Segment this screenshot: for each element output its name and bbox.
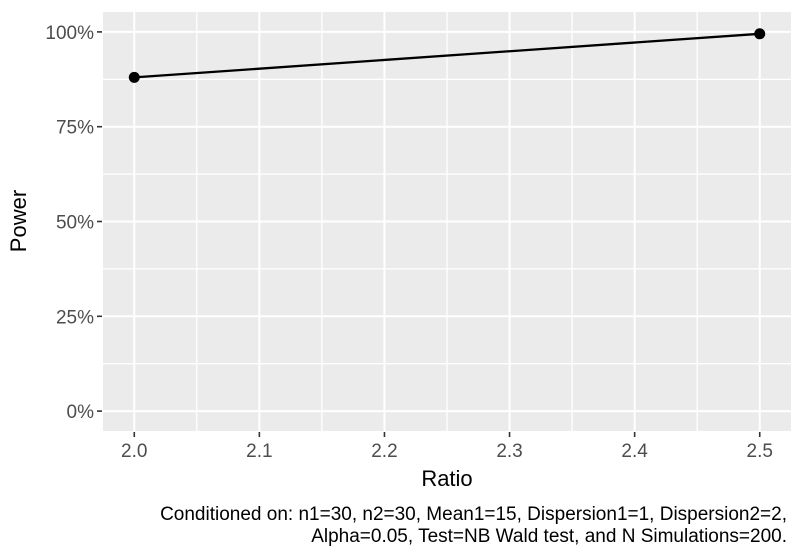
data-point [128,71,140,83]
y-tick-label: 75% [56,118,94,139]
caption-line-1: Conditioned on: n1=30, n2=30, Mean1=15, … [160,504,787,525]
x-tick-label: 2.1 [246,441,272,462]
x-tick-label: 2.0 [121,441,147,462]
chart-caption: Conditioned on: n1=30, n2=30, Mean1=15, … [160,504,787,548]
y-tick-label: 0% [67,402,95,423]
y-tick-label: 100% [45,23,94,44]
x-tick-label: 2.3 [496,441,522,462]
x-tick-label: 2.2 [371,441,397,462]
caption-line-2: Alpha=0.05, Test=NB Wald test, and N Sim… [311,526,787,547]
y-tick-label: 25% [56,307,94,328]
x-tick-label: 2.5 [747,441,773,462]
data-line [134,32,760,79]
x-tick-label: 2.4 [621,441,648,462]
y-axis-title: Power [6,189,31,253]
data-point [754,28,766,40]
y-tick-label: 50% [56,213,94,234]
x-axis-title: Ratio [421,466,473,491]
